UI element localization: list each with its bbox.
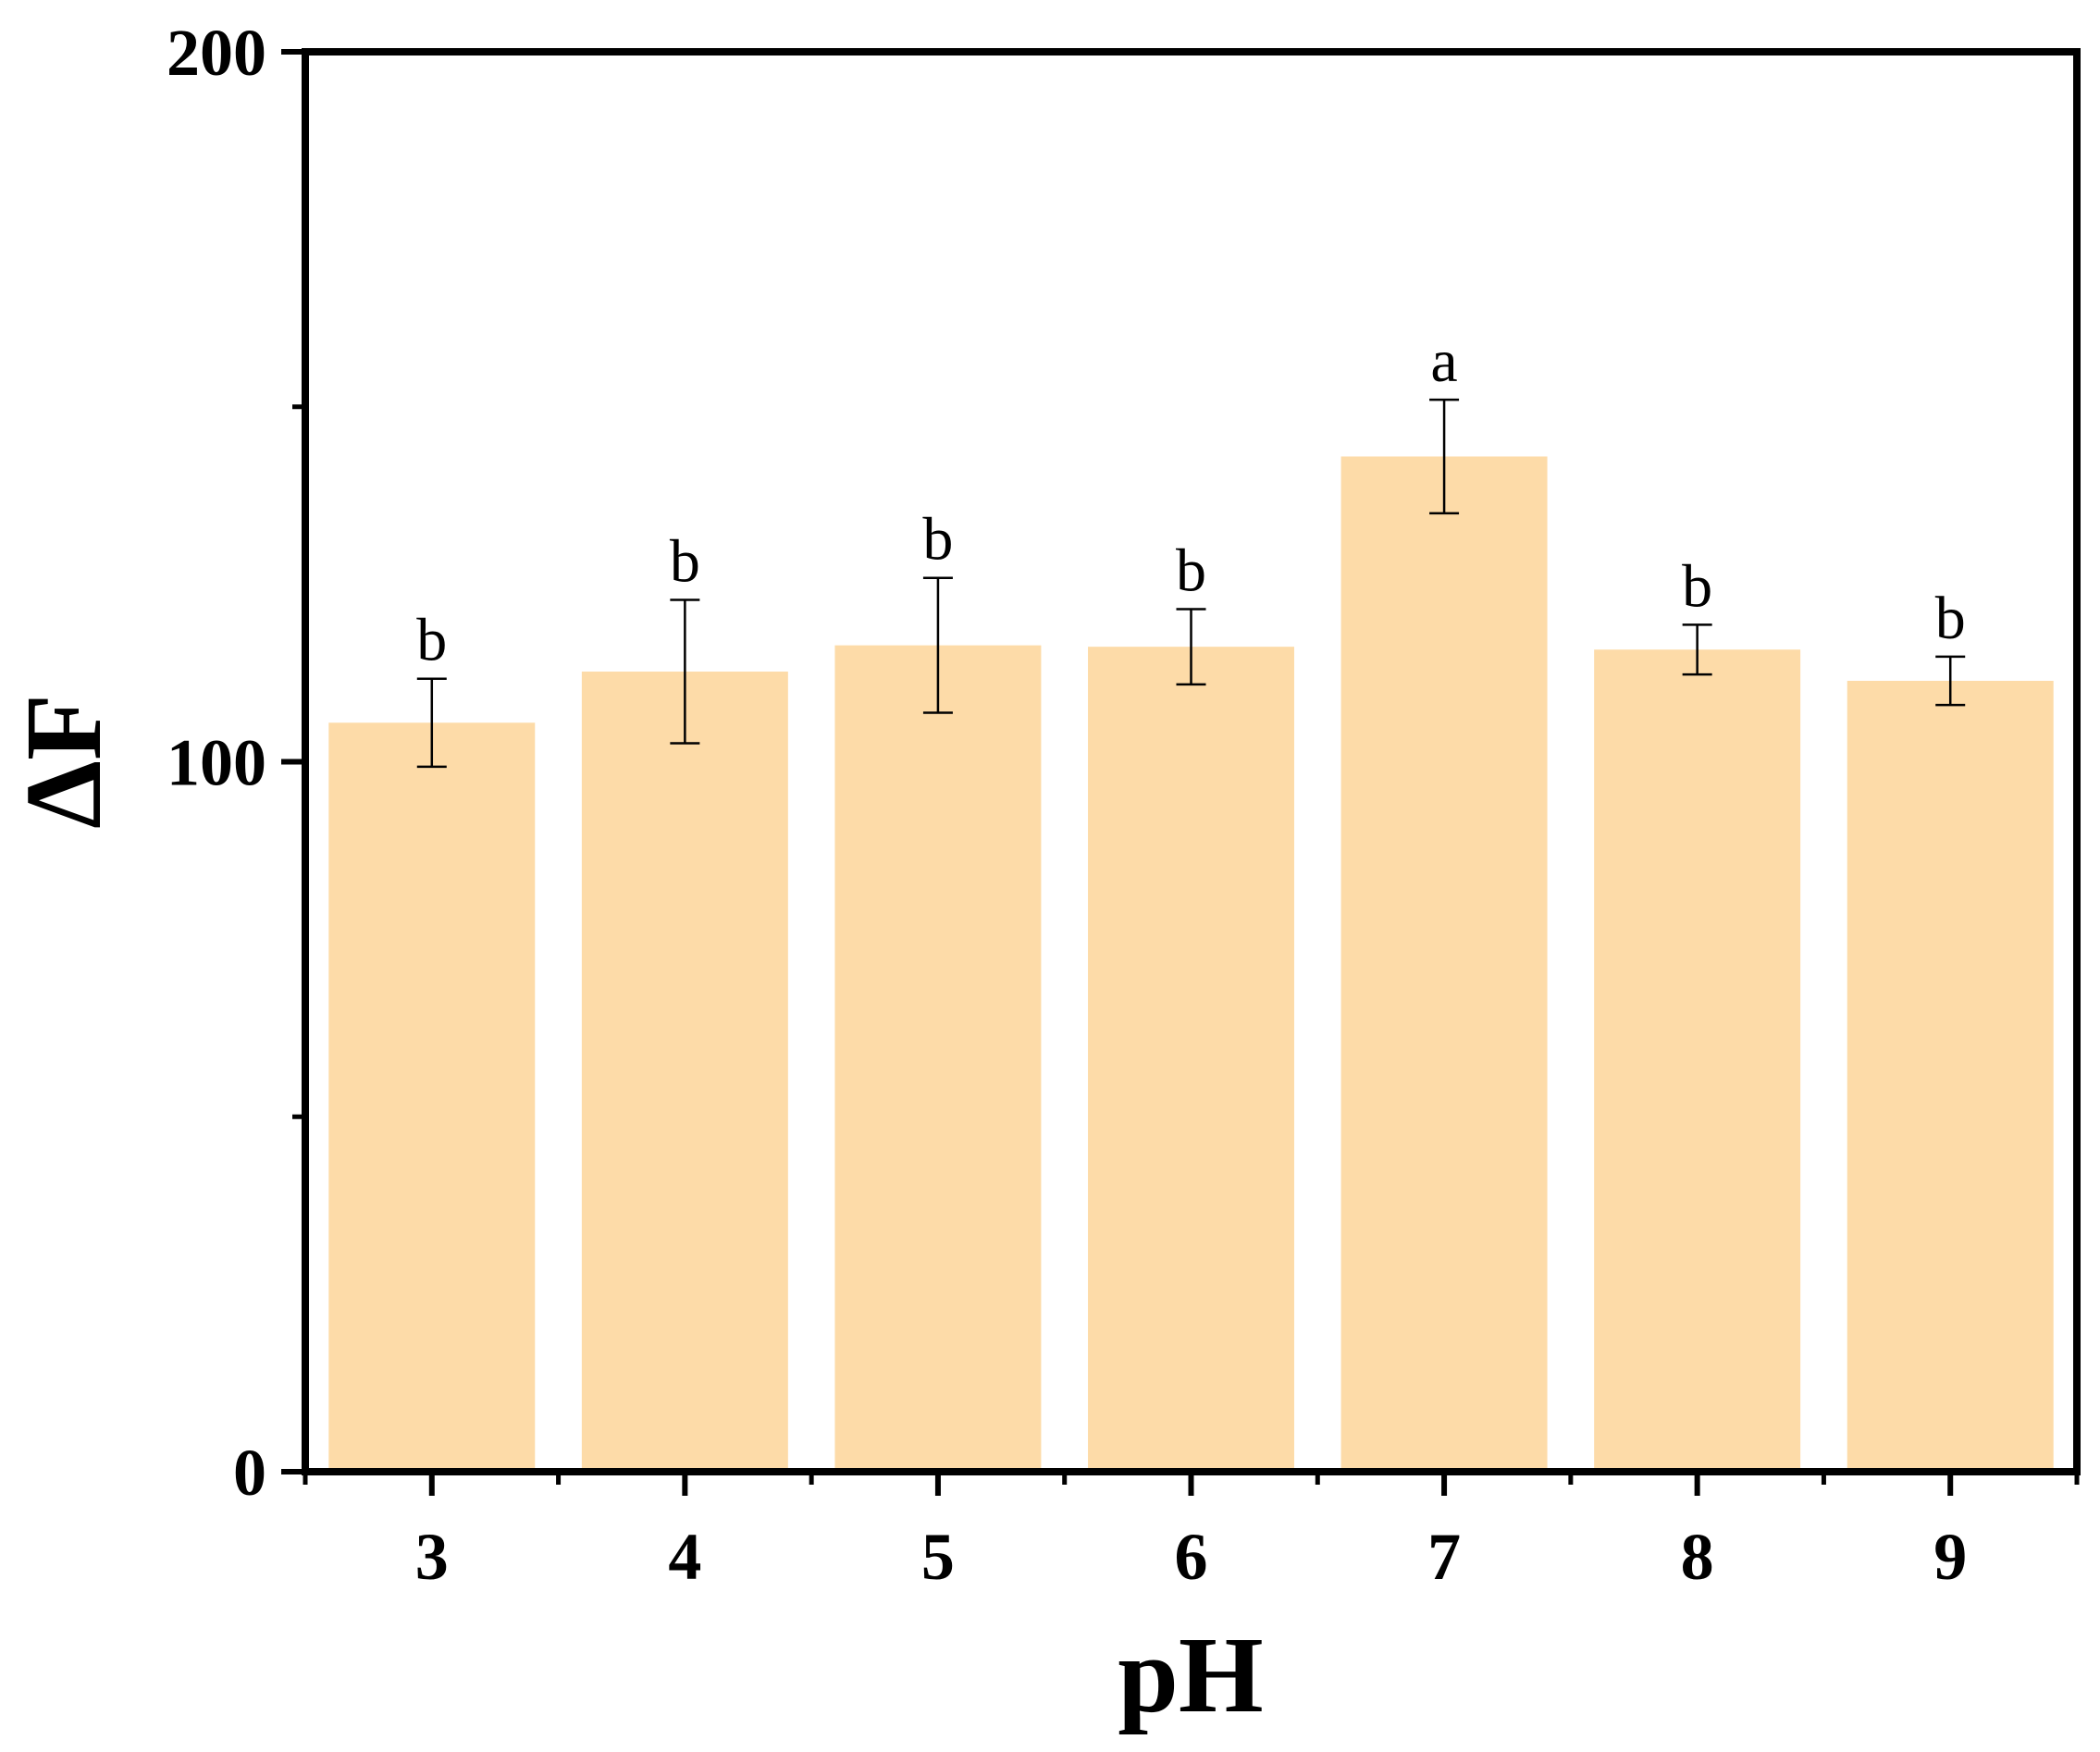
- significance-labels-layer: b b b b a b b: [416, 327, 1965, 674]
- ticks-layer: [281, 49, 2080, 1496]
- y-axis-title: ΔF: [3, 694, 124, 829]
- significance-label-ph-8: b: [1682, 552, 1712, 620]
- bar-ph-3: [328, 722, 536, 1472]
- bars-layer: [328, 456, 2054, 1473]
- x-tick-label-ph-5: 5: [921, 1520, 955, 1594]
- bar-ph-8: [1594, 649, 1801, 1472]
- x-tick-label-ph-7: 7: [1427, 1520, 1461, 1594]
- x-axis-title: pH: [1118, 1614, 1263, 1735]
- tick-labels-layer: 3 4 5 6 7 8 9 0 100 200: [167, 16, 1967, 1594]
- bar-ph-4: [581, 672, 788, 1472]
- significance-label-ph-6: b: [1176, 537, 1206, 604]
- x-tick-label-ph-3: 3: [415, 1520, 449, 1594]
- significance-label-ph-9: b: [1935, 585, 1966, 652]
- significance-label-ph-7: a: [1430, 327, 1457, 395]
- y-tick-label-100: 100: [167, 726, 266, 800]
- bar-ph-6: [1088, 647, 1294, 1472]
- bar-ph-5: [834, 645, 1042, 1472]
- x-tick-label-ph-6: 6: [1175, 1520, 1208, 1594]
- y-tick-label-0: 0: [233, 1436, 266, 1510]
- significance-label-ph-5: b: [922, 506, 953, 574]
- bar-ph-7: [1340, 456, 1548, 1473]
- significance-label-ph-4: b: [670, 528, 700, 596]
- x-tick-label-ph-9: 9: [1933, 1520, 1967, 1594]
- x-tick-label-ph-4: 4: [668, 1520, 701, 1594]
- y-tick-label-200: 200: [167, 16, 266, 90]
- error-bars-layer: [416, 398, 1966, 769]
- significance-label-ph-3: b: [416, 607, 447, 674]
- x-tick-label-ph-8: 8: [1681, 1520, 1714, 1594]
- bar-ph-9: [1847, 681, 2054, 1472]
